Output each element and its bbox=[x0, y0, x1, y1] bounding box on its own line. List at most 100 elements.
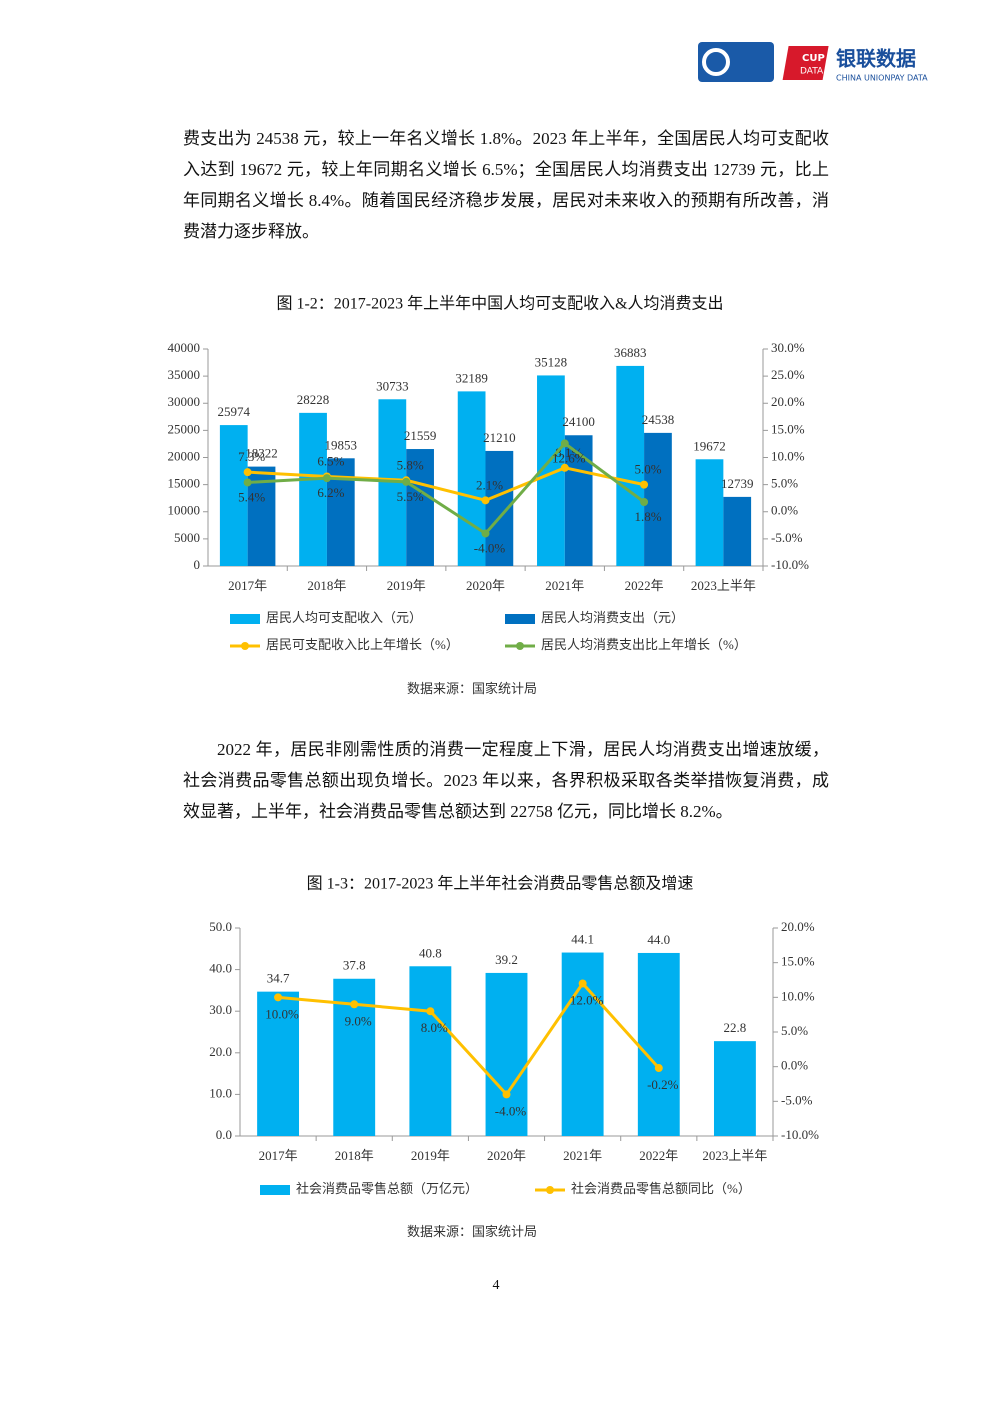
legend-swatch bbox=[546, 1186, 554, 1194]
y-tick-label: 10.0 bbox=[209, 1085, 232, 1100]
legend-swatch bbox=[516, 642, 524, 650]
x-tick-label: 2022年 bbox=[639, 1148, 678, 1163]
y2-tick-label: 5.0% bbox=[771, 476, 798, 491]
x-tick-label: 2023上半年 bbox=[691, 578, 756, 593]
bar-label: 25974 bbox=[218, 404, 251, 419]
y2-tick-label: 20.0% bbox=[771, 394, 805, 409]
y-tick-label: 20.0 bbox=[209, 1044, 232, 1059]
y2-tick-label: 20.0% bbox=[781, 919, 815, 934]
y-tick-label: 10000 bbox=[168, 503, 201, 518]
paragraph: 2022 年，居民非刚需性质的消费一定程度上下滑，居民人均消费支出增速放缓，社会… bbox=[183, 740, 829, 821]
bar bbox=[637, 952, 680, 1136]
line bbox=[247, 441, 645, 536]
bar-label: 40.8 bbox=[419, 945, 442, 960]
line-label: 5.4% bbox=[238, 489, 265, 504]
y-tick-label: 50.0 bbox=[209, 919, 232, 934]
y2-tick-label: -5.0% bbox=[781, 1092, 813, 1107]
y2-tick-label: 10.0% bbox=[781, 988, 815, 1003]
bar bbox=[219, 425, 248, 566]
y2-tick-label: 0.0% bbox=[771, 503, 798, 518]
y2-tick-label: 15.0% bbox=[781, 954, 815, 969]
legend-label: 居民可支配收入比上年增长（%） bbox=[266, 637, 459, 652]
bar-label: 32189 bbox=[455, 370, 488, 385]
bar bbox=[457, 391, 486, 566]
bar-label: 39.2 bbox=[495, 952, 518, 967]
bar-label: 34.7 bbox=[267, 971, 290, 986]
x-tick-label: 2023上半年 bbox=[702, 1148, 767, 1163]
legend-label: 社会消费品零售总额（万亿元） bbox=[296, 1181, 478, 1196]
x-tick-label: 2021年 bbox=[563, 1148, 602, 1163]
left-logo-icon bbox=[702, 48, 730, 76]
chart-title: 图 1-3：2017-2023 年上半年社会消费品零售总额及增速 bbox=[307, 875, 694, 893]
x-tick-label: 2019年 bbox=[411, 1148, 450, 1163]
source-note: 数据来源：国家统计局 bbox=[407, 681, 537, 696]
bar-label: 44.0 bbox=[647, 932, 670, 947]
line-marker bbox=[481, 529, 490, 538]
line-marker bbox=[502, 1090, 511, 1099]
x-tick-label: 2021年 bbox=[545, 578, 584, 593]
y-tick-label: 35000 bbox=[168, 367, 201, 382]
line-label: 1.8% bbox=[635, 509, 662, 524]
x-tick-label: 2020年 bbox=[466, 578, 505, 593]
y2-tick-label: 10.0% bbox=[771, 448, 805, 463]
y-tick-label: 40000 bbox=[168, 340, 201, 355]
chart: 图 1-2：2017-2023 年上半年中国人均可支配收入&人均消费支出 0 500… bbox=[168, 295, 810, 696]
y2-tick-label: 25.0% bbox=[771, 367, 805, 382]
line-label: 10.0% bbox=[265, 1006, 299, 1021]
bar-label: 21559 bbox=[404, 428, 437, 443]
source-note: 数据来源：国家统计局 bbox=[407, 1224, 537, 1239]
line-marker bbox=[274, 993, 283, 1002]
bar-label: 30733 bbox=[376, 378, 409, 393]
cup-bottom: DATA bbox=[800, 67, 824, 77]
line-label: 5.5% bbox=[397, 489, 424, 504]
line-marker bbox=[322, 474, 331, 483]
y2-tick-label: 0.0% bbox=[781, 1058, 808, 1073]
bar-label: 19853 bbox=[325, 437, 358, 452]
bar bbox=[257, 991, 300, 1136]
bar-label: 18322 bbox=[245, 446, 278, 461]
y-tick-label: 30000 bbox=[168, 394, 201, 409]
bar bbox=[485, 972, 528, 1136]
bar-label: 24538 bbox=[642, 412, 675, 427]
bar-label: 19672 bbox=[693, 438, 726, 453]
y-tick-label: 20000 bbox=[168, 448, 201, 463]
bar-label: 21210 bbox=[483, 430, 516, 445]
brand-en: CHINA UNIONPAY DATA bbox=[836, 74, 928, 83]
bar-label: 28228 bbox=[297, 392, 330, 407]
x-tick-label: 2019年 bbox=[387, 578, 426, 593]
bar bbox=[406, 449, 434, 566]
y-tick-label: 40.0 bbox=[209, 961, 232, 976]
line-label: 5.0% bbox=[635, 462, 662, 477]
bar bbox=[713, 1041, 756, 1136]
bar bbox=[616, 365, 645, 566]
line-label: 9.0% bbox=[345, 1013, 372, 1028]
chart: 图 1-3：2017-2023 年上半年社会消费品零售总额及增速 0.0 10.0 2… bbox=[209, 875, 819, 1239]
bar-label: 12739 bbox=[721, 476, 754, 491]
line-marker bbox=[243, 468, 252, 477]
y-tick-label: 25000 bbox=[168, 421, 201, 436]
bar bbox=[299, 412, 327, 566]
bar-label: 24100 bbox=[562, 414, 595, 429]
legend-label: 居民人均可支配收入（元） bbox=[266, 610, 422, 625]
line-label: -0.2% bbox=[647, 1077, 679, 1092]
line-label: 8.0% bbox=[421, 1020, 448, 1035]
bar bbox=[564, 435, 593, 566]
line-label: 12.0% bbox=[570, 992, 604, 1007]
y-tick-label: 0.0 bbox=[216, 1127, 232, 1142]
line-label: 5.8% bbox=[397, 457, 424, 472]
y2-tick-label: 30.0% bbox=[771, 340, 805, 355]
line-marker bbox=[560, 439, 569, 448]
brand: 银联数据 bbox=[836, 47, 916, 71]
line-marker bbox=[350, 1000, 359, 1009]
y2-tick-label: 15.0% bbox=[771, 421, 805, 436]
y-tick-label: 5000 bbox=[174, 530, 200, 545]
line-label: -4.0% bbox=[474, 540, 506, 555]
page-number: 4 bbox=[492, 1278, 500, 1293]
line-label: 7.3% bbox=[238, 449, 265, 464]
line-marker bbox=[560, 463, 569, 472]
line-label: 2.1% bbox=[476, 477, 503, 492]
y-tick-label: 15000 bbox=[168, 476, 201, 491]
bar-label: 36883 bbox=[614, 345, 647, 360]
line-marker bbox=[640, 480, 649, 489]
